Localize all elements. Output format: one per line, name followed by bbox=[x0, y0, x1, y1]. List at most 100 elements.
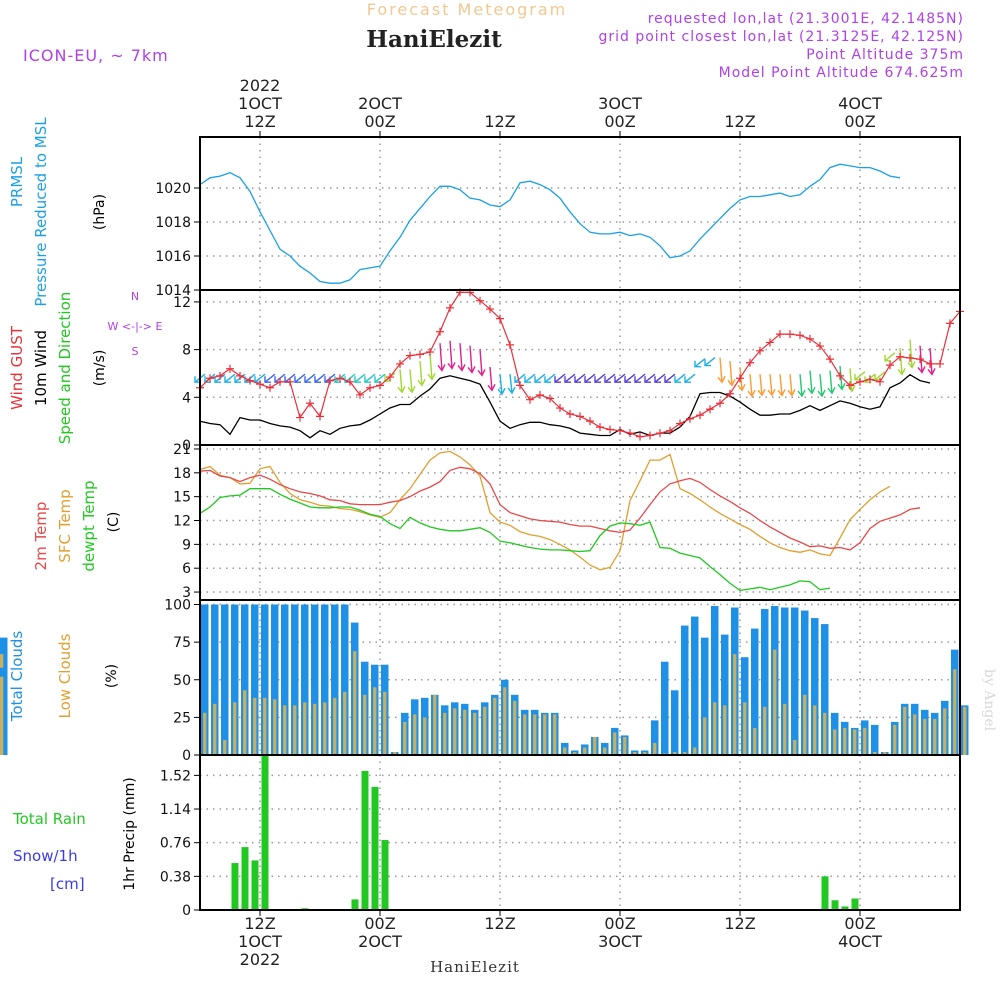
wind-arrow bbox=[294, 373, 306, 383]
wind-arrow bbox=[489, 367, 493, 391]
total-cloud-bar bbox=[241, 604, 249, 755]
temp-unit: (C) bbox=[106, 512, 122, 533]
bottom-time-label: 4OCT bbox=[838, 932, 882, 951]
gust-marker bbox=[526, 395, 534, 404]
wind-arrow-head bbox=[264, 376, 271, 383]
low-cloud-bar bbox=[543, 714, 547, 755]
gust-marker bbox=[266, 383, 274, 392]
gust-marker bbox=[876, 377, 884, 386]
gust-marker bbox=[406, 351, 414, 360]
wind-arrow-head bbox=[467, 366, 476, 374]
gust-marker bbox=[396, 359, 404, 368]
bottom-time-label: 00Z bbox=[604, 914, 635, 933]
wind-arrow bbox=[314, 373, 326, 383]
wind-label: 10m Wind bbox=[32, 330, 50, 406]
low-cloud-bar bbox=[893, 724, 897, 755]
low-cloud-bar bbox=[403, 721, 407, 755]
y-tick-label: 4 bbox=[182, 390, 191, 406]
dewpoint-label: dewpt Temp bbox=[80, 480, 98, 571]
wind-arrow bbox=[849, 368, 853, 392]
top-time-label: 12Z bbox=[484, 112, 515, 131]
low-cloud-bar bbox=[353, 651, 357, 755]
gust-marker bbox=[786, 330, 794, 339]
wind-arrow-head bbox=[777, 389, 786, 397]
low-cloud-bar bbox=[503, 687, 507, 755]
temp-2m-line bbox=[199, 466, 921, 551]
wind-arrow bbox=[899, 347, 903, 375]
wind-arrow bbox=[664, 373, 676, 383]
y-tick-label: 1.52 bbox=[160, 768, 191, 784]
bottom-time-label: 12Z bbox=[244, 914, 275, 933]
low-cloud-bar bbox=[303, 702, 307, 755]
wind-arrow-head bbox=[407, 385, 416, 394]
low-cloud-bar bbox=[623, 736, 627, 755]
total-cloud-bar bbox=[211, 604, 219, 755]
gust-marker bbox=[316, 412, 324, 421]
low-cloud-bar bbox=[453, 708, 457, 755]
wind-arrow bbox=[799, 374, 803, 397]
total-clouds-label: Total Clouds bbox=[8, 631, 26, 723]
total-cloud-bar bbox=[761, 609, 769, 755]
wind-arrow-head bbox=[354, 376, 361, 383]
temp-2m-label: 2m Temp bbox=[32, 502, 50, 571]
gust-marker bbox=[426, 348, 434, 356]
wind-arrow-head bbox=[654, 376, 661, 383]
low-cloud-bar bbox=[363, 694, 367, 755]
low-cloud-bar bbox=[923, 718, 927, 755]
y-tick-label: 50 bbox=[173, 673, 191, 689]
wind-arrow-head bbox=[564, 376, 571, 383]
wind-arrow-head bbox=[214, 376, 221, 383]
wind-arrow bbox=[634, 373, 646, 383]
gust-marker bbox=[856, 377, 864, 386]
low-cloud-bar bbox=[743, 702, 747, 755]
wind-arrow bbox=[684, 373, 696, 383]
gust-marker bbox=[686, 414, 694, 423]
low-cloud-bar bbox=[553, 714, 557, 755]
wind-arrow bbox=[909, 339, 913, 368]
top-time-label: 2022 bbox=[240, 76, 281, 95]
wind-arrow bbox=[534, 373, 546, 383]
wind-arrow bbox=[604, 373, 616, 383]
wind-arrow bbox=[769, 374, 773, 396]
gust-marker bbox=[236, 371, 244, 380]
low-cloud-bar bbox=[323, 702, 327, 755]
low-cloud-bar bbox=[413, 714, 417, 755]
wind-arrow bbox=[374, 373, 386, 383]
gust-marker bbox=[896, 352, 904, 361]
rain-bar bbox=[261, 755, 269, 910]
wind-arrow-head bbox=[674, 376, 681, 383]
wind-arrow-head bbox=[694, 360, 701, 368]
gridpoint-coords: grid point closest lon,lat (21.3125E, 42… bbox=[598, 29, 964, 45]
wind-arrow bbox=[524, 373, 536, 383]
wind-arrow bbox=[224, 373, 236, 383]
wind-arrow-head bbox=[334, 376, 341, 383]
wind-arrow-head bbox=[907, 361, 916, 369]
wind-arrow-head bbox=[704, 359, 711, 367]
pressure-unit: (hPa) bbox=[92, 194, 108, 230]
low-cloud-bar bbox=[713, 702, 717, 755]
product-title: Forecast Meteogram bbox=[367, 0, 567, 19]
gust-marker bbox=[476, 296, 484, 305]
wind-arrow-head bbox=[787, 389, 796, 397]
bottom-time-label: 00Z bbox=[364, 914, 395, 933]
rain-bar bbox=[351, 899, 359, 910]
wind-arrow bbox=[779, 374, 783, 396]
y-tick-label: 6 bbox=[182, 561, 191, 577]
wind-arrow bbox=[399, 369, 403, 393]
low-cloud-bar bbox=[233, 702, 237, 755]
gust-marker bbox=[626, 429, 634, 438]
low-cloud-bar bbox=[203, 712, 207, 755]
y-tick-label: 1020 bbox=[155, 181, 191, 197]
top-time-label: 00Z bbox=[844, 112, 875, 131]
y-tick-label: 9 bbox=[182, 537, 191, 553]
gust-marker bbox=[436, 327, 444, 336]
wind-arrow bbox=[759, 374, 763, 396]
wind-arrow-head bbox=[917, 366, 926, 374]
low-cloud-bar bbox=[223, 739, 227, 755]
gust-marker bbox=[836, 371, 844, 380]
top-time-label: 12Z bbox=[724, 112, 755, 131]
wind-arrow-head bbox=[927, 368, 936, 376]
low-cloud-bar bbox=[673, 751, 677, 755]
wind-arrow bbox=[459, 343, 463, 371]
